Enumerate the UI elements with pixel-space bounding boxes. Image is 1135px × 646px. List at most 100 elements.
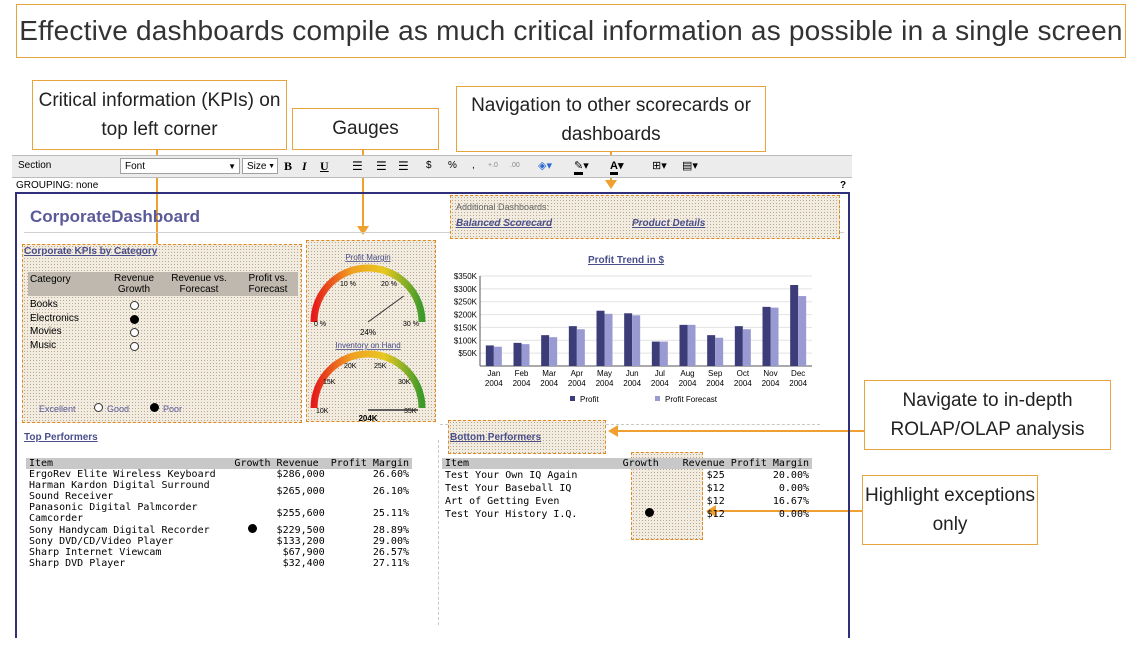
legend-swatch (655, 396, 660, 401)
x-tick-label: Jul (655, 369, 665, 378)
profit-margin-needle (367, 295, 404, 323)
header-growth: Growth (619, 458, 680, 469)
table-row[interactable]: Harman Kardon Digital Surround Sound Rece… (26, 480, 412, 502)
x-tick-label: 2004 (706, 379, 724, 388)
x-tick-label: 2004 (734, 379, 752, 388)
fill-color-icon[interactable]: ◈▾ (538, 160, 552, 172)
inventory-gauge-title[interactable]: Inventory on Hand (335, 341, 400, 350)
font-selector[interactable]: Font ▼ (120, 158, 240, 174)
revenue-cell: $255,600 (276, 507, 325, 519)
x-tick-label: 2004 (540, 379, 558, 388)
currency-button[interactable]: $ (426, 160, 432, 171)
table-row[interactable]: Sony DVD/CD/Video Player $133,200 29.00% (26, 536, 412, 547)
borders-icon[interactable]: ⊞▾ (652, 160, 667, 172)
poor-status-icon (130, 314, 139, 324)
bottom-performers-nav-box (448, 420, 606, 454)
balanced-scorecard-link[interactable]: Balanced Scorecard (456, 218, 553, 229)
table-row[interactable]: Test Your Baseball IQ $12 0.00% (442, 482, 812, 495)
table-row[interactable]: Art of Getting Even $12 16.67% (442, 495, 812, 508)
x-tick-label: Oct (737, 369, 750, 378)
comma-button[interactable]: , (472, 160, 475, 171)
line-style-icon[interactable]: ▤▾ (682, 160, 698, 172)
gauges-svg: Profit Margin 0 % 10 % 20 % 30 % 24% Inv… (310, 253, 426, 422)
profit-margin-gauge-title[interactable]: Profit Margin (345, 253, 390, 262)
x-tick-label: 2004 (651, 379, 669, 388)
chart-title[interactable]: Profit Trend in $ (588, 255, 665, 266)
header-growth: Growth (231, 458, 274, 469)
bar-forecast (604, 313, 613, 366)
bar-forecast (687, 324, 696, 366)
excellent-status-icon (196, 328, 205, 337)
bar-forecast (521, 344, 530, 366)
kpi-panel (22, 244, 302, 423)
table-row[interactable]: Test Your History I.Q. $12 0.00% (442, 508, 812, 521)
item-cell: ErgoRev Elite Wireless Keyboard (29, 469, 216, 480)
formatting-toolbar: Section Font ▼ Size ▼ B I U ☰ ☰ ☰ $ % , +.… (12, 155, 852, 178)
revenue-cell: $12 (706, 483, 725, 494)
profit-margin-gauge-arc (310, 264, 426, 323)
arrow-highlight (716, 510, 862, 512)
kpi-title[interactable]: Corporate KPIs by Category (24, 246, 158, 257)
x-tick-label: Mar (542, 369, 556, 378)
x-tick-label: 2004 (789, 379, 807, 388)
legend-label-poor: Poor (163, 404, 183, 414)
percent-button[interactable]: % (448, 160, 457, 171)
bottom-performers-header: Item Growth Revenue Profit Margin (442, 458, 812, 469)
gauges-panel (306, 240, 436, 422)
section-selector[interactable]: Section (18, 160, 52, 171)
profit-margin-cell: 0.00% (778, 483, 809, 494)
growth-cell (620, 495, 680, 508)
italic-button[interactable]: I (302, 159, 307, 173)
chevron-down-icon: ▼ (228, 162, 236, 171)
table-row[interactable]: Sharp DVD Player $32,400 27.11% (26, 558, 412, 569)
profit-tick-0: 0 % (314, 321, 326, 328)
item-cell: Test Your History I.Q. (445, 509, 578, 520)
revenue-cell: $265,000 (276, 485, 325, 497)
growth-cell (231, 502, 273, 524)
y-tick-label: $300K (454, 285, 478, 294)
growth-cell (620, 469, 680, 482)
legend-label: Profit Forecast (665, 395, 718, 404)
profit-tick-20: 20 % (381, 281, 397, 288)
arrow-kpis (156, 150, 158, 250)
table-row[interactable]: Test Your Own IQ Again $25 20.00% (442, 469, 812, 482)
section-divider-h (440, 424, 820, 425)
kpi-header-category: Category (30, 274, 71, 285)
bar-profit (485, 345, 494, 366)
bar-profit (762, 306, 771, 366)
table-row[interactable]: Sony Handycam Digital Recorder $229,500 28… (26, 524, 412, 536)
inventory-tick-25k: 25K (374, 363, 387, 370)
align-center-icon[interactable]: ☰ (376, 159, 387, 173)
help-icon[interactable]: ? (840, 180, 847, 191)
line-color-icon[interactable]: ✎▾ (574, 158, 602, 175)
item-cell: Sharp DVD Player (29, 558, 126, 569)
callout-gauges: Gauges (292, 108, 439, 150)
bottom-performers-title[interactable]: Bottom Performers (450, 432, 542, 443)
profit-margin-cell: 26.10% (372, 485, 409, 497)
product-details-link[interactable]: Product Details (632, 218, 706, 229)
revenue-cell: $12 (706, 496, 725, 507)
align-right-icon[interactable]: ☰ (398, 159, 409, 173)
legend-swatch (570, 396, 575, 401)
table-row[interactable]: Panasonic Digital Palmcorder Camcorder $25… (26, 502, 412, 524)
bar-profit (568, 326, 577, 366)
top-performers-title[interactable]: Top Performers (24, 432, 98, 443)
table-row[interactable]: ErgoRev Elite Wireless Keyboard $286,000 2… (26, 469, 412, 480)
size-selector[interactable]: Size ▼ (242, 158, 278, 174)
x-tick-label: Apr (571, 369, 584, 378)
underline-button[interactable]: U (320, 159, 329, 173)
excellent-status-icon (264, 328, 273, 337)
kpi-category-label: Movies (30, 326, 62, 337)
legend-label-excellent: Excellent (39, 404, 76, 414)
font-color-icon[interactable]: A▾ (610, 158, 640, 175)
decrease-decimal-button[interactable]: .00 (510, 162, 520, 169)
bar-forecast (715, 337, 724, 366)
profit-margin-cell: 28.89% (372, 524, 409, 536)
table-row[interactable]: Sharp Internet Viewcam $67,900 26.57% (26, 547, 412, 558)
profit-margin-cell: 27.11% (372, 558, 409, 569)
bold-button[interactable]: B (284, 159, 293, 173)
increase-decimal-button[interactable]: +.0 (488, 162, 498, 169)
align-left-icon[interactable]: ☰ (352, 159, 363, 173)
growth-cell (231, 480, 273, 502)
item-cell: Harman Kardon Digital Surround Sound Rece… (29, 480, 210, 502)
